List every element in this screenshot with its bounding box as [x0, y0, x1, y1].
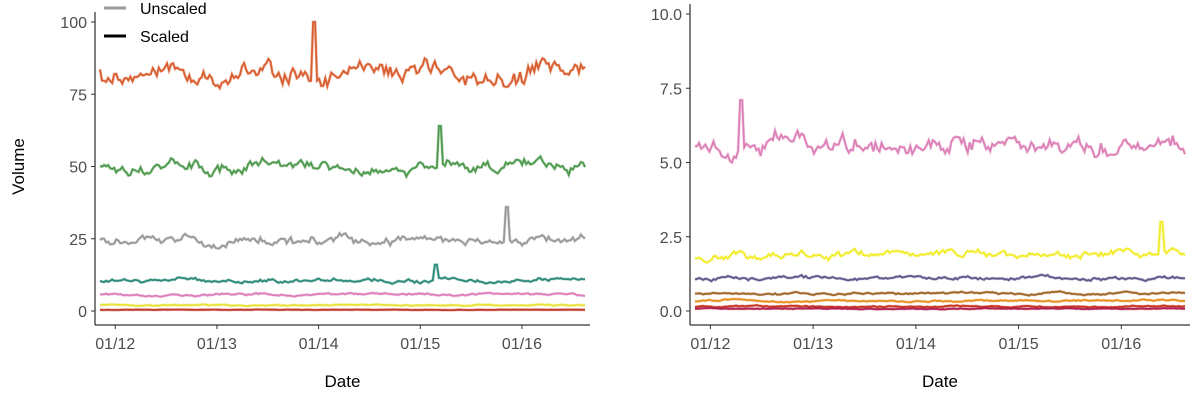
- y-tick-label: 5.0: [660, 156, 682, 173]
- series-line: [100, 291, 586, 298]
- legend-label: Scaled: [140, 29, 189, 46]
- series-line: [99, 21, 586, 91]
- x-tick-label: 01/14: [299, 336, 339, 353]
- x-tick-label: 01/16: [502, 336, 542, 353]
- series-line: [695, 307, 1186, 311]
- right-panel: 0.0 2.5 5.0 7.5 10.0 01/12 01/13 01/14 01/15 01/1…: [651, 4, 1190, 391]
- x-tick-label: 01/15: [999, 336, 1039, 353]
- legend-label: Unscaled: [140, 1, 207, 18]
- y-tick-label: 25: [69, 232, 87, 249]
- y-tick-label: 0: [78, 304, 87, 321]
- series-unscaled-line: [694, 98, 1187, 165]
- series-line: [694, 298, 1186, 304]
- series-line: [99, 308, 585, 312]
- y-tick-label: 50: [69, 160, 87, 177]
- x-tick-label: 01/12: [690, 336, 730, 353]
- y-tick-label: 100: [60, 15, 87, 32]
- y-tick-label: 7.5: [660, 81, 682, 98]
- series-line: [694, 99, 1186, 164]
- y-tick-label: 2.5: [660, 230, 682, 247]
- y-tick-label: 75: [69, 87, 87, 104]
- y-axis-title: Volume: [9, 138, 28, 195]
- x-tick-label: 01/12: [95, 336, 135, 353]
- x-tick-label: 01/13: [197, 336, 237, 353]
- series-line: [694, 273, 1186, 283]
- x-axis-title: Date: [325, 372, 361, 391]
- y-tick-label: 10.0: [651, 7, 682, 24]
- y-tick-label: 0.0: [660, 304, 682, 321]
- series-line: [694, 304, 1186, 309]
- x-tick-label: 01/15: [400, 336, 440, 353]
- x-tick-label: 01/13: [793, 336, 833, 353]
- x-tick-label: 01/14: [896, 336, 936, 353]
- series-line: [99, 125, 586, 179]
- series-line: [99, 206, 586, 250]
- series-unscaled-line: [694, 220, 1186, 265]
- x-tick-label: 01/16: [1101, 336, 1141, 353]
- series-line: [99, 303, 586, 308]
- series-line: [99, 263, 585, 285]
- x-axis-title: Date: [922, 372, 958, 391]
- series-line: [694, 290, 1186, 297]
- series-line: [694, 221, 1186, 264]
- left-panel: 0 25 50 75 100 01/12 01/13 01/14 01/15 01/16 Date V…: [9, 1, 590, 391]
